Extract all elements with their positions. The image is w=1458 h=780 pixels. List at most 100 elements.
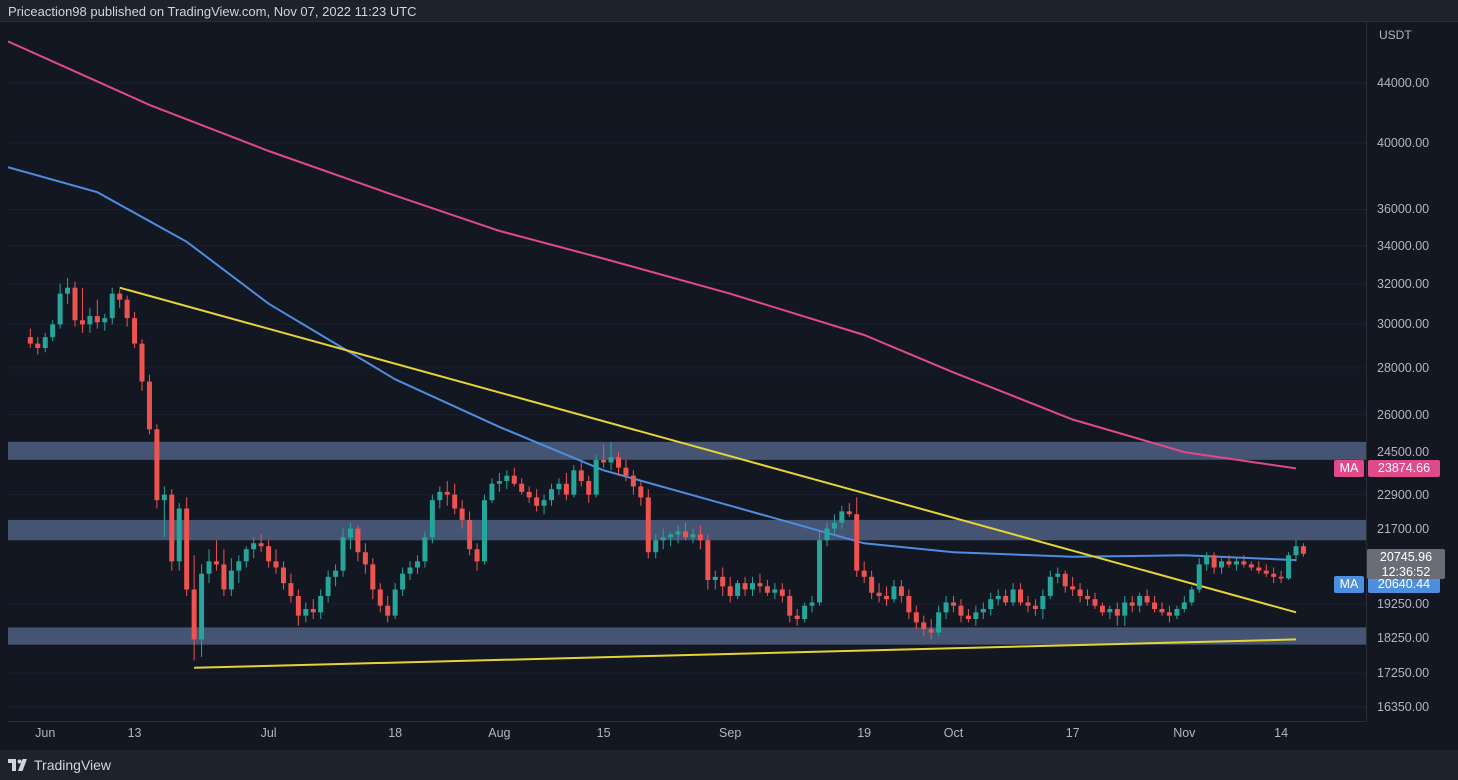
candle	[988, 592, 994, 616]
last-price-value: 20745.96	[1379, 549, 1433, 564]
candle	[496, 472, 502, 492]
candle-body	[1233, 561, 1239, 565]
candle	[1107, 605, 1113, 619]
candle-body	[72, 287, 78, 321]
price-axis[interactable]: USDT 44000.00 40000.00 36000.00 34000.00 320…	[1366, 22, 1450, 721]
candle-body	[727, 586, 733, 596]
bar-countdown: 12:36:52	[1381, 564, 1431, 579]
candle	[884, 586, 890, 606]
candle	[1226, 555, 1232, 568]
candle-body	[1032, 605, 1038, 610]
candle	[586, 475, 592, 503]
ma-100-line	[7, 166, 1297, 562]
candle	[481, 494, 487, 565]
candle	[861, 561, 867, 584]
candle-body	[884, 595, 890, 600]
candle-body	[1152, 602, 1158, 610]
price-unit-label: USDT	[1379, 28, 1412, 42]
candle	[429, 494, 435, 544]
candle	[735, 579, 741, 600]
candle	[236, 555, 242, 584]
candle-body	[295, 595, 301, 616]
candle	[906, 589, 912, 619]
candle	[295, 589, 301, 626]
candle	[869, 570, 875, 600]
candle-body	[630, 475, 636, 487]
candle-body	[802, 605, 808, 619]
candle	[1166, 605, 1172, 623]
candle-body	[578, 470, 584, 482]
candle	[921, 615, 927, 636]
candle	[459, 500, 465, 529]
time-axis[interactable]: Jun 13 Jul 18 Aug 15 Sep 19 Oct 17 Nov 14	[8, 721, 1366, 749]
candle	[1219, 558, 1225, 574]
candle-body	[697, 534, 703, 541]
candle	[951, 595, 957, 613]
candle	[87, 307, 93, 333]
candle	[273, 549, 279, 574]
candle	[511, 467, 517, 487]
candle-body	[683, 531, 689, 538]
candle	[1092, 592, 1098, 610]
candle	[995, 589, 1001, 606]
candle-body	[102, 318, 108, 323]
candle-body	[258, 543, 264, 547]
candle	[340, 528, 346, 577]
candle-body	[973, 612, 979, 619]
candle-body	[213, 561, 219, 565]
candle-body	[615, 457, 621, 468]
candle	[422, 531, 428, 568]
chart-area[interactable]	[7, 22, 1366, 721]
candle-body	[35, 343, 41, 348]
candle-body	[325, 576, 331, 596]
candle-body	[459, 508, 465, 520]
candle-body	[1062, 573, 1068, 587]
footer-brand: TradingView	[34, 757, 112, 773]
candle	[385, 595, 391, 623]
candle-body	[1271, 573, 1277, 577]
candle-body	[951, 602, 957, 606]
candle-body	[243, 549, 249, 562]
ma-200-line	[7, 40, 1297, 470]
candle-body	[846, 511, 852, 515]
candle	[757, 573, 763, 593]
candle	[601, 444, 607, 468]
candle-body	[787, 595, 793, 616]
candle-body	[980, 609, 986, 613]
candle	[1204, 552, 1210, 571]
candle	[109, 287, 115, 325]
candle	[712, 570, 718, 590]
candle-body	[1241, 561, 1247, 565]
price-tick-label: 36000.00	[1377, 202, 1430, 217]
candle	[437, 486, 443, 509]
candle-body	[42, 337, 48, 348]
candle-body	[340, 537, 346, 571]
candle	[333, 564, 339, 587]
candle	[1181, 595, 1187, 613]
candle	[548, 483, 554, 506]
candle-body	[1107, 609, 1113, 613]
price-tick-label: 32000.00	[1377, 276, 1430, 291]
candle	[638, 481, 644, 506]
candle-body	[526, 491, 532, 498]
candle	[1062, 570, 1068, 593]
candle	[936, 605, 942, 636]
candle-body	[154, 429, 160, 501]
candle	[1144, 589, 1150, 606]
candle-body	[318, 595, 324, 613]
candle	[176, 502, 182, 571]
candle	[802, 602, 808, 623]
time-tick-label: Nov	[1173, 726, 1196, 740]
candle-body	[660, 537, 666, 541]
price-tick-label: 17250.00	[1377, 666, 1430, 681]
candle-body	[668, 534, 674, 538]
candle	[683, 522, 689, 541]
price-tick-label: 26000.00	[1377, 407, 1430, 422]
candle	[660, 528, 666, 550]
candle-body	[414, 561, 420, 568]
candle	[578, 462, 584, 487]
candle	[154, 424, 160, 509]
candle	[541, 494, 547, 515]
candle	[534, 489, 540, 512]
candle-body	[1003, 595, 1009, 603]
